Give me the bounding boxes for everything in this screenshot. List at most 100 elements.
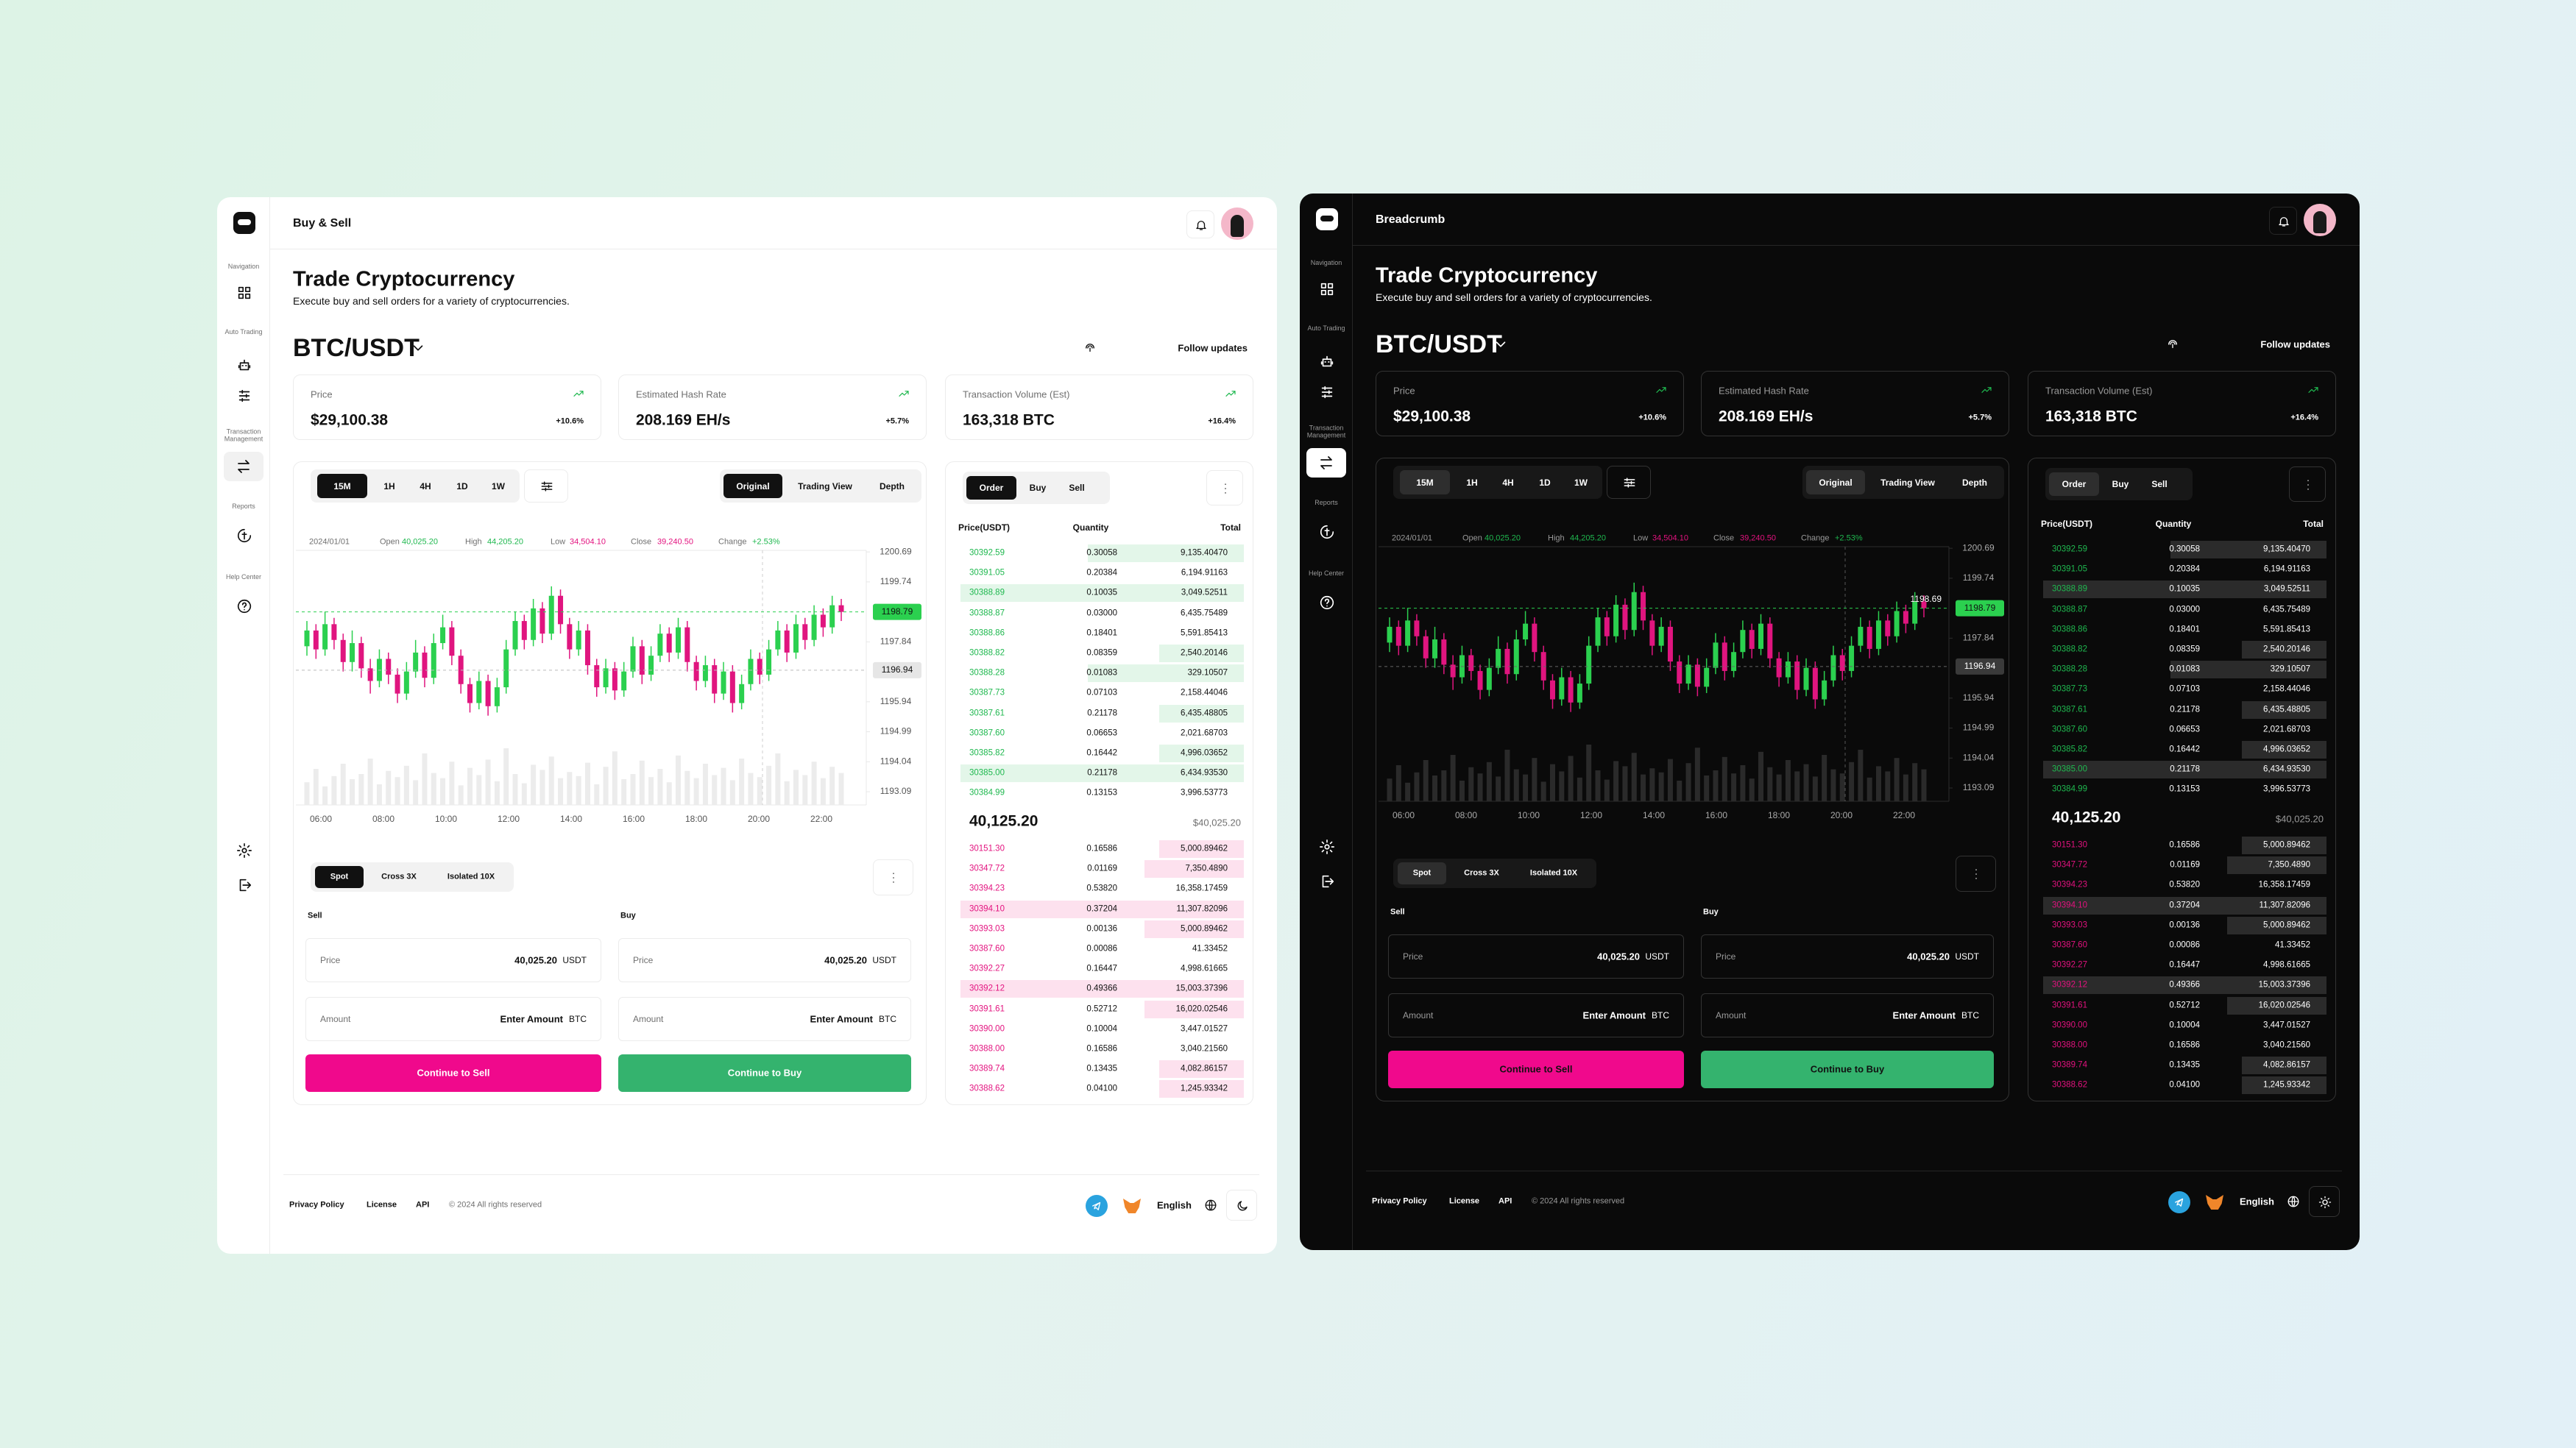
price-input[interactable]: [305, 938, 601, 982]
metamask-button[interactable]: [1121, 1195, 1143, 1217]
avatar[interactable]: [2304, 204, 2336, 236]
nav-item[interactable]: [230, 837, 258, 865]
metamask-button[interactable]: [2204, 1191, 2226, 1213]
nav-item[interactable]: [230, 351, 258, 379]
form-menu[interactable]: [1956, 856, 1996, 892]
price-input[interactable]: [618, 938, 911, 982]
timeframe-button[interactable]: 1H: [383, 481, 395, 491]
nav-item-active[interactable]: [1306, 448, 1346, 478]
book-tab[interactable]: Order: [979, 483, 1004, 493]
nav-item[interactable]: [1313, 867, 1341, 895]
view-tab[interactable]: Depth: [1962, 478, 1987, 488]
submit-button[interactable]: [305, 1054, 601, 1092]
nav-item[interactable]: [1313, 347, 1341, 375]
nav-item[interactable]: [1313, 589, 1341, 617]
submit-button[interactable]: [618, 1054, 911, 1092]
timeframe-button[interactable]: 1D: [456, 481, 468, 491]
book-total: 3,996.53773: [2263, 784, 2310, 794]
price-input[interactable]: [1388, 934, 1684, 979]
amount-input[interactable]: [1701, 993, 1994, 1037]
pair-selector[interactable]: BTC/USDT: [293, 334, 420, 362]
theme-toggle[interactable]: [2309, 1186, 2340, 1217]
input-label: Amount: [1716, 1010, 1747, 1021]
follow-updates[interactable]: Follow updates: [1178, 342, 1248, 354]
nav-icon: [1320, 355, 1334, 367]
depth-bar: [2241, 1076, 2326, 1095]
timeframe-button[interactable]: 4H: [420, 481, 431, 491]
book-total: 6,435.75489: [2263, 604, 2310, 614]
view-tab[interactable]: Original: [1819, 478, 1853, 488]
view-tab[interactable]: Trading View: [798, 481, 852, 491]
pair-selector[interactable]: BTC/USDT: [1376, 330, 1502, 358]
book-total: 5,000.89462: [2263, 840, 2310, 850]
footer-link[interactable]: Privacy Policy: [289, 1200, 344, 1210]
margin-tab[interactable]: Isolated 10X: [447, 872, 495, 881]
book-tab[interactable]: Sell: [2151, 479, 2168, 489]
nav-item[interactable]: [230, 382, 258, 410]
book-tab[interactable]: Buy: [2112, 479, 2129, 489]
book-price: 30388.00: [969, 1044, 1005, 1054]
timeframe-button[interactable]: 4H: [1502, 478, 1514, 488]
book-tab[interactable]: Buy: [1029, 483, 1047, 493]
view-tab[interactable]: Trading View: [1880, 478, 1935, 488]
margin-tab-active: [315, 866, 364, 888]
nav-item[interactable]: [1313, 833, 1341, 861]
book-quantity: 0.37204: [2169, 900, 2200, 909]
margin-tab[interactable]: Cross 3X: [1464, 868, 1499, 878]
theme-toggle[interactable]: [1226, 1190, 1257, 1221]
bell-icon: [2279, 217, 2289, 227]
column-header: Quantity: [2155, 519, 2192, 529]
timeframe-button[interactable]: 1W: [492, 481, 505, 491]
nav-item-active[interactable]: [224, 452, 263, 481]
timeframe-button[interactable]: 15M: [333, 481, 351, 491]
form-menu[interactable]: [873, 859, 913, 895]
footer-link[interactable]: API: [416, 1200, 430, 1210]
margin-tab[interactable]: Cross 3X: [381, 872, 417, 881]
avatar[interactable]: [1221, 207, 1253, 240]
amount-input[interactable]: [305, 997, 601, 1041]
submit-button[interactable]: [1701, 1051, 1994, 1088]
nav-item[interactable]: [230, 871, 258, 899]
view-tab[interactable]: Original: [736, 481, 770, 491]
book-tab[interactable]: Order: [2062, 479, 2087, 489]
nav-item[interactable]: [230, 592, 258, 620]
nav-item[interactable]: [230, 522, 258, 550]
language-selector[interactable]: English: [1157, 1199, 1192, 1211]
nav-item[interactable]: [1313, 518, 1341, 546]
book-tab[interactable]: Sell: [1069, 483, 1085, 493]
footer-link[interactable]: License: [1449, 1196, 1479, 1206]
telegram-button[interactable]: [1086, 1195, 1108, 1217]
timeframe-button[interactable]: 1D: [1539, 478, 1551, 488]
telegram-button[interactable]: [2168, 1191, 2190, 1213]
indicator-button[interactable]: [1607, 466, 1651, 499]
footer-link[interactable]: Privacy Policy: [1372, 1196, 1427, 1206]
nav-item[interactable]: [1313, 275, 1341, 303]
book-total: 41.33452: [1192, 944, 1228, 954]
timeframe-button[interactable]: 1W: [1574, 478, 1588, 488]
submit-button[interactable]: [1388, 1051, 1684, 1088]
margin-tab[interactable]: Spot: [1412, 868, 1432, 878]
indicator-button[interactable]: [524, 469, 568, 503]
book-menu[interactable]: [2289, 466, 2326, 502]
book-menu[interactable]: [1206, 470, 1243, 505]
timeframe-button[interactable]: 15M: [1416, 478, 1434, 488]
margin-tab[interactable]: Isolated 10X: [1529, 868, 1578, 878]
amount-input[interactable]: [618, 997, 911, 1041]
margin-tab[interactable]: Spot: [330, 872, 349, 881]
notification-button[interactable]: [2269, 207, 2297, 235]
nav-icon: [1320, 840, 1334, 854]
footer-link[interactable]: API: [1498, 1196, 1512, 1206]
follow-updates[interactable]: Follow updates: [2260, 338, 2330, 350]
footer-link[interactable]: License: [367, 1200, 397, 1210]
nav-item[interactable]: [230, 279, 258, 307]
amount-input[interactable]: [1388, 993, 1684, 1037]
view-tab[interactable]: Depth: [880, 481, 905, 491]
timeframe-button[interactable]: 1H: [1466, 478, 1478, 488]
book-total: 3,049.52511: [2263, 584, 2310, 594]
language-selector[interactable]: English: [2240, 1196, 2274, 1207]
stat-value: $29,100.38: [311, 411, 389, 429]
nav-item[interactable]: [1313, 378, 1341, 406]
price-input[interactable]: [1701, 934, 1994, 979]
book-price: 30387.60: [2052, 940, 2087, 950]
notification-button[interactable]: [1186, 210, 1214, 238]
